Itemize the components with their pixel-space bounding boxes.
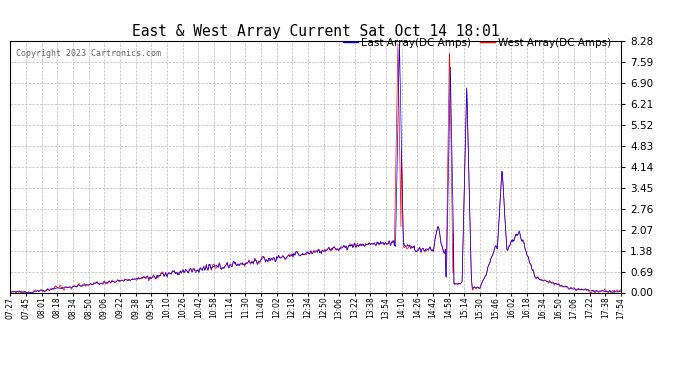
- Legend: East Array(DC Amps), West Array(DC Amps): East Array(DC Amps), West Array(DC Amps): [339, 34, 615, 52]
- Title: East & West Array Current Sat Oct 14 18:01: East & West Array Current Sat Oct 14 18:…: [132, 24, 500, 39]
- Text: Copyright 2023 Cartronics.com: Copyright 2023 Cartronics.com: [17, 49, 161, 58]
